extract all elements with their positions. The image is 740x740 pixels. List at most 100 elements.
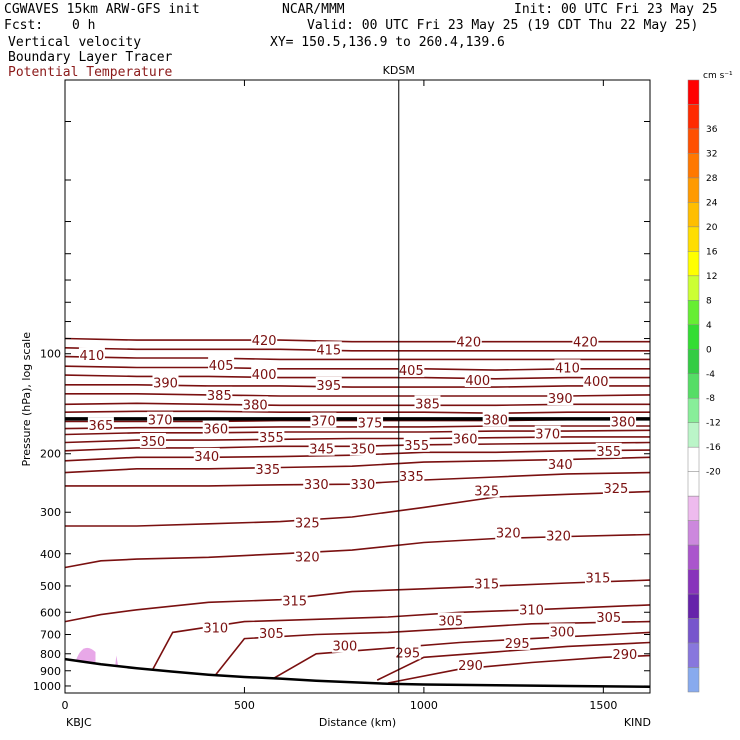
x-axis-label: Distance (km)	[319, 716, 396, 729]
colorbar-label: 4	[706, 321, 712, 331]
theta-label-bg	[473, 482, 500, 498]
theta-label: 420	[252, 334, 277, 349]
y-tick-label: 900	[40, 665, 61, 678]
theta-label: 355	[259, 431, 284, 446]
theta-label: 400	[465, 374, 490, 389]
theta-label: 420	[456, 336, 481, 351]
theta-label: 365	[88, 419, 113, 434]
y-tick-label: 800	[40, 648, 61, 661]
theta-label-bg	[357, 414, 384, 430]
theta-label-bg	[464, 372, 491, 388]
colorbar-label: -12	[706, 419, 721, 429]
colorbar-label: 20	[706, 223, 718, 233]
theta-label: 405	[209, 359, 234, 374]
theta-label: 290	[458, 659, 483, 674]
colorbar-swatch	[687, 593, 700, 619]
theta-label-layer: 410 420 415 420 420 405 410 400 405 390 395 400 400 3…	[78, 332, 638, 674]
theta-label: 380	[611, 416, 636, 431]
model-title: CGWAVES 15km ARW-GFS init	[4, 2, 200, 17]
colorbar-swatch	[687, 471, 700, 497]
theta-label: 300	[333, 640, 358, 655]
colorbar-swatch	[687, 275, 700, 301]
theta-label: 315	[474, 578, 499, 593]
x-tick-label: 0	[62, 699, 69, 712]
theta-label: 335	[399, 470, 424, 485]
theta-label: 290	[612, 648, 637, 663]
theta-label: 310	[519, 603, 544, 618]
theta-label-bg	[398, 467, 425, 483]
theta-label: 410	[80, 349, 105, 364]
theta-label: 415	[316, 343, 341, 358]
colorbar-label: 28	[706, 174, 718, 184]
theta-label-bg	[398, 362, 425, 378]
theta-label: 300	[550, 625, 575, 640]
forecast-value: 0 h	[72, 18, 96, 33]
x-tick-label: 1000	[410, 699, 438, 712]
theta-label: 400	[584, 375, 609, 390]
theta-label-bg	[258, 428, 285, 444]
theta-label-bg	[147, 411, 174, 427]
init-time: Init: 00 UTC Fri 23 May 25	[514, 2, 718, 17]
theta-contour-290	[387, 654, 651, 684]
theta-contour-380	[64, 410, 650, 415]
theta-label-bg	[303, 476, 330, 492]
theta-label-bg	[482, 411, 509, 427]
theta-label-bg	[139, 432, 166, 448]
theta-label: 325	[603, 482, 628, 497]
theta-label-bg	[595, 608, 622, 624]
theta-label: 335	[255, 463, 280, 478]
theta-label-bg	[206, 386, 233, 402]
theta-label: 355	[596, 445, 621, 460]
plot-frame	[64, 79, 651, 694]
theta-label-bg	[455, 333, 482, 349]
colorbar-swatch	[687, 349, 700, 375]
theta-label-bg	[437, 612, 464, 628]
theta-contour-415	[64, 347, 650, 352]
theta-label: 400	[252, 368, 277, 383]
colorbar-label: 0	[706, 345, 712, 355]
theta-label-bg	[554, 359, 581, 375]
theta-label: 385	[207, 389, 232, 404]
colorbar-unit-label: cm s⁻¹	[703, 71, 733, 81]
theta-label-bg	[349, 476, 376, 492]
theta-label: 305	[438, 615, 463, 630]
colorbar-swatch	[687, 569, 700, 595]
theta-label: 340	[194, 450, 219, 465]
theta-contour-390	[65, 393, 651, 397]
colorbar-swatch	[687, 324, 700, 350]
theta-label: 320	[496, 526, 521, 541]
theta-label: 350	[350, 443, 375, 458]
colorbar-label: 16	[706, 247, 718, 257]
theta-label: 340	[548, 458, 573, 473]
theta-label-bg	[602, 480, 629, 496]
theta-label-bg	[403, 436, 430, 452]
theta-label-bg	[202, 420, 229, 436]
colorbar-label: -20	[706, 468, 721, 478]
colorbar-label: 32	[706, 149, 717, 159]
theta-label-bg	[193, 447, 220, 463]
x-tick-label: 1500	[589, 699, 617, 712]
field-boundary-layer-tracer: Boundary Layer Tracer	[8, 50, 173, 65]
theta-label-bg	[611, 645, 638, 661]
field-vertical-velocity: Vertical velocity	[8, 35, 142, 50]
tracer-patch	[115, 655, 119, 666]
colorbar-swatch	[687, 520, 700, 546]
theta-label: 390	[548, 392, 573, 407]
theta-label-bg	[518, 601, 545, 617]
theta-label: 295	[395, 646, 420, 661]
y-axis-label: Pressure (hPa), log scale	[20, 332, 33, 467]
theta-label: 305	[596, 611, 621, 626]
colorbar-swatch	[687, 79, 700, 105]
y-tick-label: 400	[40, 548, 61, 561]
colorbar-swatch	[687, 373, 700, 399]
theta-label-bg	[294, 548, 321, 564]
colorbar-swatch	[687, 251, 700, 277]
y-tick-label: 1000	[33, 680, 61, 693]
theta-label: 305	[259, 627, 284, 642]
theta-label: 315	[282, 594, 307, 609]
theta-contour-315	[64, 579, 651, 623]
colorbar-swatch	[687, 300, 700, 326]
theta-label: 355	[404, 439, 429, 454]
theta-label-bg	[610, 413, 637, 429]
